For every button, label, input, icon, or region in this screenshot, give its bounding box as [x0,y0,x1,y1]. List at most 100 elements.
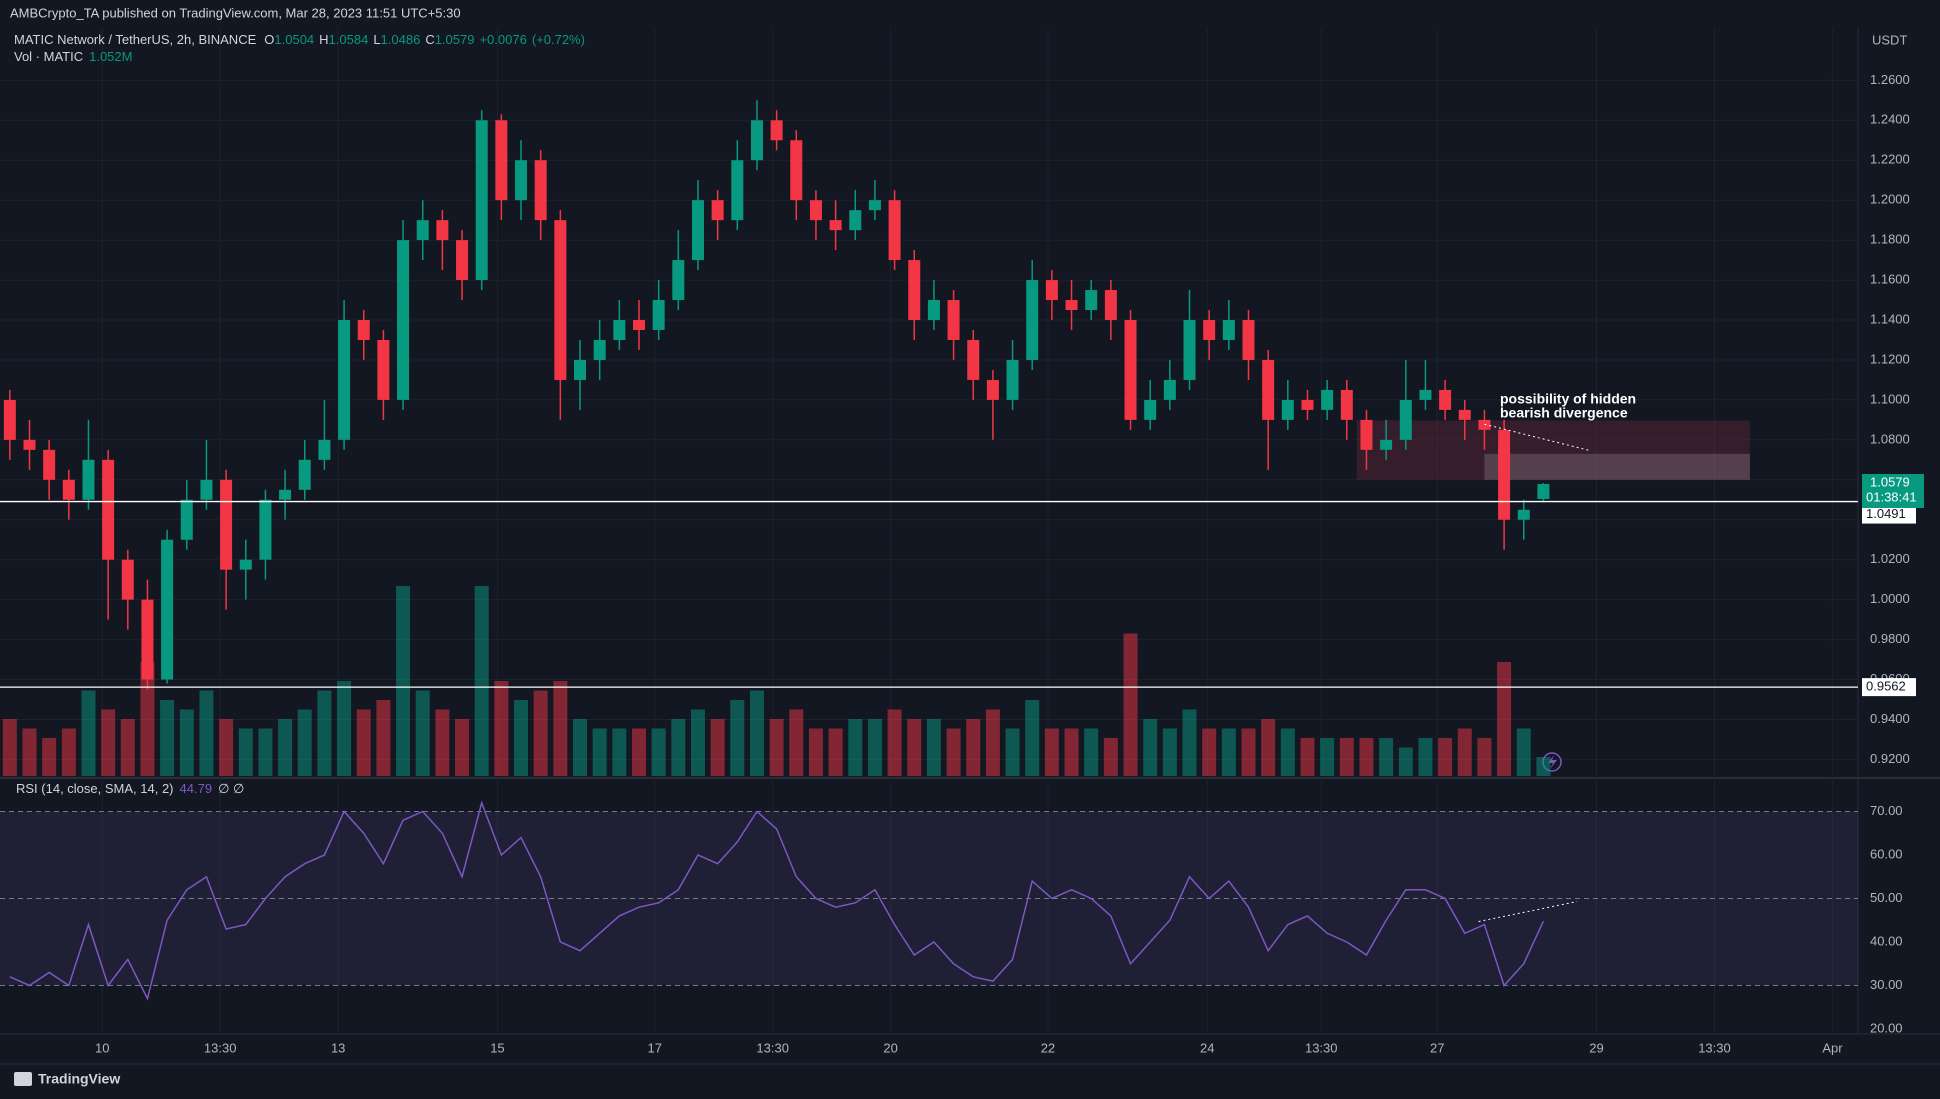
volume-bar [1084,728,1099,776]
volume-bar [61,728,76,776]
volume-bar [140,662,155,776]
volume-bar [317,690,332,776]
candle-body [691,200,704,261]
volume-bar [573,719,588,776]
c-value: 1.0579 [435,32,475,47]
x-tick-label: Apr [1822,1040,1843,1055]
x-tick-label: 29 [1589,1040,1603,1055]
symbol: MATIC Network / TetherUS, 2h, BINANCE [14,32,257,47]
candle-body [809,200,822,221]
volume-bar [966,719,981,776]
volume-bar [1202,728,1217,776]
candle-body [357,320,370,340]
candle-body [1439,389,1452,410]
volume-bar [1221,728,1236,776]
candle-body [397,240,410,400]
volume-bar [730,700,745,776]
volume-bar [985,709,1000,776]
candle-body [475,120,488,281]
y-tick-label: 1.0200 [1870,551,1910,566]
volume-bar [219,719,234,776]
candle-body [141,599,154,680]
volume-bar [1064,728,1079,776]
countdown: 01:38:41 [1866,489,1917,504]
volume-bar [1457,728,1472,776]
volume-bar [1477,738,1492,776]
candle-body [1045,280,1058,301]
candle-body [1262,359,1275,420]
candle-body [829,220,842,231]
volume-bar [848,719,863,776]
rsi-tick-label: 60.00 [1870,846,1903,861]
candle-body [849,210,862,231]
rsi-tick-label: 40.00 [1870,933,1903,948]
candle-body [613,320,626,340]
brand-logo [14,1072,32,1086]
background-layer [0,28,1940,1065]
candle-body [632,320,645,330]
volume-bar [81,690,96,776]
x-tick-label: 10 [95,1040,109,1055]
c-label: C [425,32,434,47]
candle-body [1340,389,1353,420]
volume-bar [1379,738,1394,776]
o-value: 1.0504 [274,32,314,47]
rsi-tick-label: 70.00 [1870,803,1903,818]
volume-bar [494,681,509,776]
volume-bar [1300,738,1315,776]
volume-bar [396,586,411,776]
candle-body [574,359,587,380]
candle-body [298,459,311,490]
volume-bar [120,719,135,776]
change-pct: (+0.72%) [532,32,585,47]
y-tick-label: 1.1600 [1870,272,1910,287]
candle-body [43,449,56,480]
alert-bolt [1548,755,1557,769]
x-tick-label: 13:30 [1305,1040,1338,1055]
volume-bar [337,681,352,776]
volume-bar [42,738,57,776]
candle-body [121,559,134,600]
volume-bar [297,709,312,776]
candle-body [731,160,744,221]
candle-body [62,479,75,500]
volume-bar [612,728,627,776]
candle-body [652,300,665,330]
volume-bar [514,700,529,776]
y-tick-label: 1.1200 [1870,351,1910,366]
volume-bar [1241,728,1256,776]
candle-body [770,120,783,141]
y-tick-label: 1.1000 [1870,391,1910,406]
rsi-extra: ∅ ∅ [218,781,244,796]
l-label: L [373,32,380,47]
candle-body [1163,379,1176,400]
volume-bar [238,728,253,776]
volume-bar [690,709,705,776]
candle-body [986,379,999,400]
candle-body [456,240,469,281]
volume-bar [1182,709,1197,776]
volume-bar [101,709,116,776]
volume-bar [651,728,666,776]
x-tick-label: 13 [331,1040,345,1055]
candle-body [927,300,940,321]
x-tick-label: 13:30 [204,1040,237,1055]
vol-label: Vol · MATIC [14,49,83,64]
candle-body [82,459,95,500]
candle-body [220,479,233,570]
candle-body [1360,419,1373,450]
volume-bar [789,709,804,776]
volume-bar [1005,728,1020,776]
volume-bar [356,709,371,776]
y-tick-label: 1.0000 [1870,591,1910,606]
volume-bar [1497,662,1512,776]
volume-bar [867,719,882,776]
candle-body [1498,429,1511,520]
candle-body [1537,483,1550,499]
volume-bar [1143,719,1158,776]
candle-body [1085,290,1098,311]
candle-body [1301,399,1314,410]
o-label: O [264,32,274,47]
